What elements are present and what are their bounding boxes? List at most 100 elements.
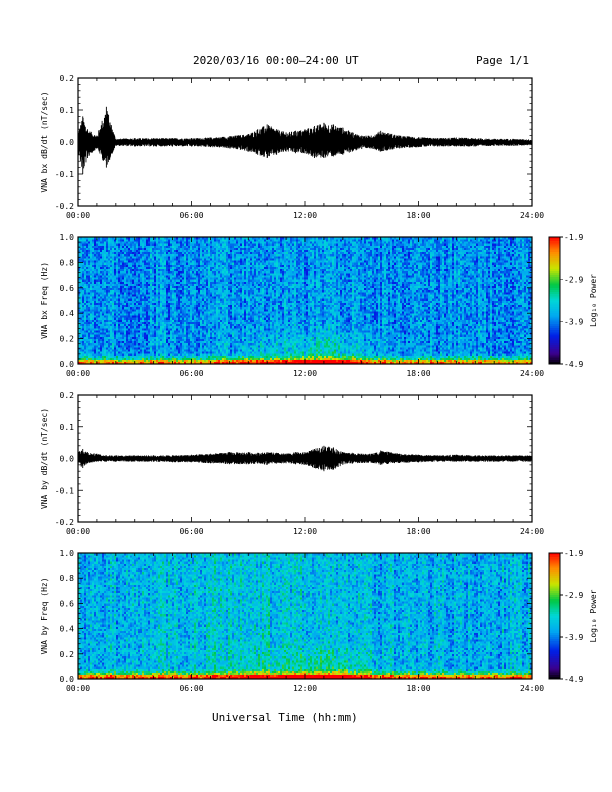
spectrogram-cell: [86, 252, 88, 254]
spectrogram-cell: [104, 254, 106, 256]
spectrogram-cell: [104, 317, 106, 319]
spectrogram-cell: [178, 239, 180, 241]
spectrogram-cell: [172, 324, 174, 326]
spectrogram-cell: [162, 328, 164, 330]
spectrogram-cell: [178, 303, 180, 305]
spectrogram-cell: [152, 248, 154, 250]
spectrogram-cell: [152, 277, 154, 279]
spectrogram-cell: [218, 326, 220, 328]
spectrogram-cell: [222, 334, 224, 336]
spectrogram-cell: [138, 290, 140, 292]
spectrogram-cell: [168, 322, 170, 324]
spectrogram-cell: [228, 315, 230, 317]
spectrogram-cell: [174, 322, 176, 324]
spectrogram-cell: [232, 313, 234, 315]
spectrogram-cell: [124, 286, 126, 288]
spectrogram-cell: [214, 341, 216, 343]
spectrogram-cell: [192, 301, 194, 303]
spectrogram-cell: [80, 349, 82, 351]
spectrogram-cell: [158, 248, 160, 250]
spectrogram-cell: [172, 349, 174, 351]
spectrogram-cell: [88, 290, 90, 292]
spectrogram-cell: [102, 254, 104, 256]
spectrogram-cell: [96, 269, 98, 271]
spectrogram-cell: [152, 294, 154, 296]
spectrogram-cell: [234, 336, 236, 338]
spectrogram-cell: [162, 301, 164, 303]
spectrogram-cell: [190, 307, 192, 309]
spectrogram-cell: [86, 286, 88, 288]
spectrogram-cell: [222, 271, 224, 273]
spectrogram-cell: [88, 351, 90, 353]
spectrogram-cell: [138, 317, 140, 319]
spectrogram-cell: [158, 330, 160, 332]
spectrogram-cell: [202, 339, 204, 341]
spectrogram-cell: [120, 286, 122, 288]
spectrogram-cell: [102, 343, 104, 345]
spectrogram-cell: [176, 358, 178, 360]
spectrogram-cell: [196, 322, 198, 324]
spectrogram-cell: [110, 305, 112, 307]
spectrogram-cell: [194, 279, 196, 281]
spectrogram-cell: [146, 347, 148, 349]
spectrogram-cell: [226, 353, 228, 355]
spectrogram-cell: [208, 296, 210, 298]
spectrogram-cell: [236, 288, 238, 290]
spectrogram-cell: [226, 330, 228, 332]
spectrogram-cell: [80, 347, 82, 349]
spectrogram-cell: [170, 258, 172, 260]
spectrogram-cell: [168, 258, 170, 260]
spectrogram-cell: [206, 256, 208, 258]
spectrogram-cell: [92, 351, 94, 353]
spectrogram-cell: [176, 309, 178, 311]
y-tick-label: -0.2: [55, 202, 74, 211]
spectrogram-cell: [96, 311, 98, 313]
spectrogram-cell: [192, 326, 194, 328]
spectrogram-cell: [188, 356, 190, 358]
spectrogram-cell: [232, 273, 234, 275]
spectrogram-cell: [98, 284, 100, 286]
spectrogram-cell: [234, 265, 236, 267]
spectrogram-cell: [230, 313, 232, 315]
spectrogram-cell: [238, 305, 240, 307]
spectrogram-cell: [166, 292, 168, 294]
spectrogram-cell: [188, 256, 190, 258]
spectrogram-cell: [100, 305, 102, 307]
spectrogram-cell: [238, 324, 240, 326]
spectrogram-cell: [122, 330, 124, 332]
spectrogram-cell: [102, 324, 104, 326]
spectrogram-cell: [144, 305, 146, 307]
spectrogram-cell: [200, 290, 202, 292]
spectrogram-cell: [206, 286, 208, 288]
spectrogram-cell: [190, 328, 192, 330]
spectrogram-cell: [130, 296, 132, 298]
spectrogram-cell: [146, 301, 148, 303]
spectrogram-cell: [226, 292, 228, 294]
spectrogram-cell: [218, 356, 220, 358]
spectrogram-cell: [204, 328, 206, 330]
spectrogram-cell: [86, 307, 88, 309]
spectrogram-cell: [194, 356, 196, 358]
spectrogram-cell: [170, 286, 172, 288]
spectrogram-cell: [186, 248, 188, 250]
spectrogram-cell: [184, 275, 186, 277]
spectrogram-cell: [188, 288, 190, 290]
spectrogram-cell: [140, 303, 142, 305]
spectrogram-cell: [88, 334, 90, 336]
spectrogram-cell: [118, 248, 120, 250]
spectrogram-cell: [118, 298, 120, 300]
spectrogram-cell: [236, 336, 238, 338]
spectrogram-cell: [164, 339, 166, 341]
spectrogram-cell: [174, 349, 176, 351]
spectrogram-cell: [106, 262, 108, 264]
spectrogram-cell: [92, 296, 94, 298]
spectrogram-cell: [86, 322, 88, 324]
spectrogram-cell: [194, 317, 196, 319]
spectrogram-cell: [100, 292, 102, 294]
spectrogram-cell: [170, 341, 172, 343]
spectrogram-cell: [164, 317, 166, 319]
spectrogram-cell: [230, 349, 232, 351]
spectrogram-cell: [154, 269, 156, 271]
spectrogram-cell: [224, 324, 226, 326]
spectrogram-cell: [150, 286, 152, 288]
